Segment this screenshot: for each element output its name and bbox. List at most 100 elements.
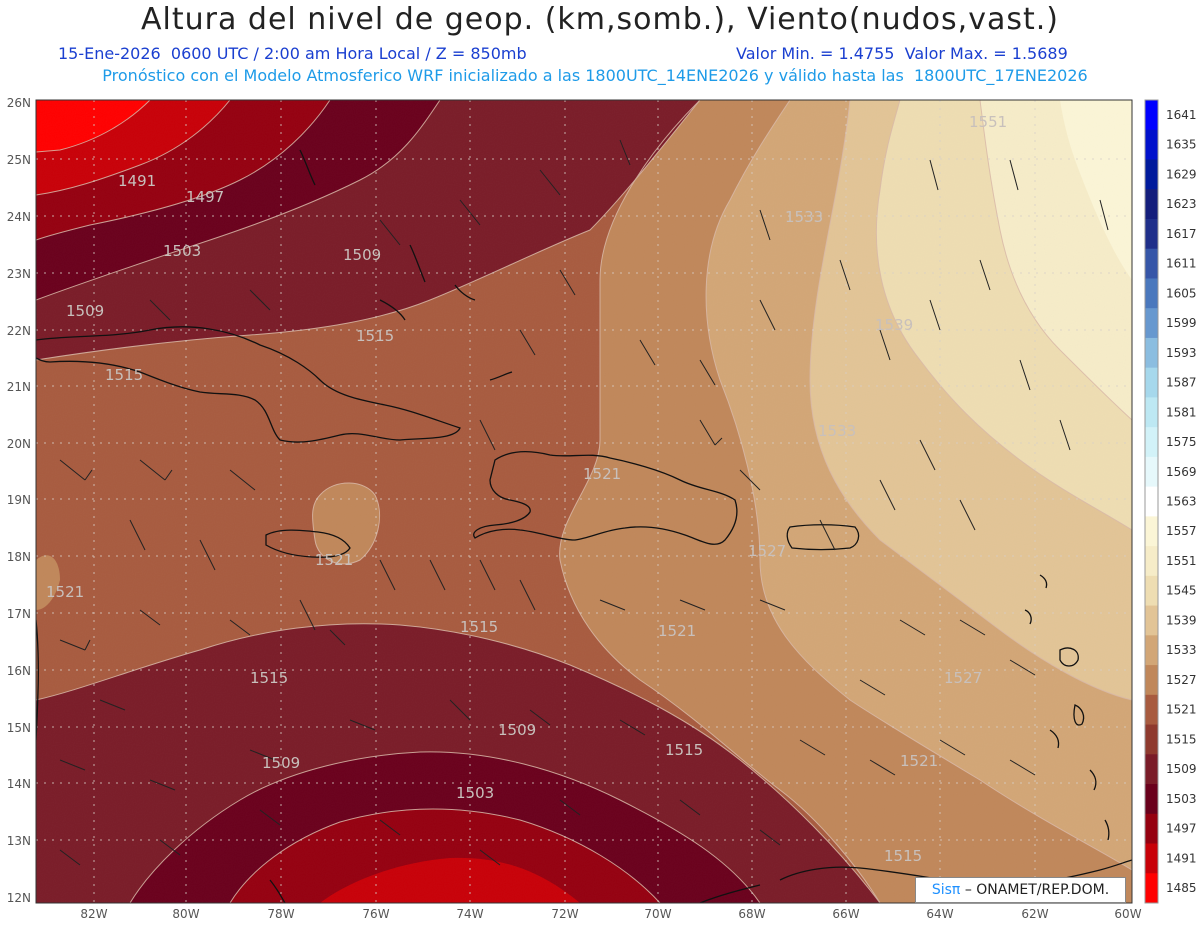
lat-label: 15N bbox=[7, 721, 31, 735]
height-field bbox=[36, 100, 1132, 903]
colorbar-swatch bbox=[1145, 873, 1158, 904]
coastlines bbox=[36, 149, 1132, 903]
colorbar-swatch bbox=[1145, 724, 1158, 755]
contour-label: 1515 bbox=[105, 366, 143, 384]
lat-label: 19N bbox=[7, 493, 31, 507]
colorbar-label: 1575 bbox=[1166, 435, 1197, 449]
latitude-axis: 26N 25N 24N 23N 22N 21N 20N 19N 18N 17N … bbox=[7, 96, 31, 905]
lat-label: 20N bbox=[7, 437, 31, 451]
lon-label: 78W bbox=[267, 907, 294, 921]
contour-label: 1521 bbox=[46, 583, 84, 601]
lat-label: 21N bbox=[7, 380, 31, 394]
colorbar-label: 1485 bbox=[1166, 881, 1197, 895]
colorbar-swatch bbox=[1145, 278, 1158, 309]
colorbar-frame bbox=[1144, 99, 1159, 904]
lat-label: 25N bbox=[7, 153, 31, 167]
colorbar-label: 1569 bbox=[1166, 465, 1197, 479]
lon-label: 80W bbox=[172, 907, 199, 921]
colorbar-label: 1527 bbox=[1166, 673, 1197, 687]
colorbar-label: 1641 bbox=[1166, 108, 1197, 122]
colorbar-label: 1617 bbox=[1166, 227, 1197, 241]
contour-label: 1509 bbox=[66, 302, 104, 320]
lat-label: 23N bbox=[7, 267, 31, 281]
colorbar-label: 1593 bbox=[1166, 346, 1197, 360]
lat-label: 12N bbox=[7, 891, 31, 905]
lat-label: 22N bbox=[7, 324, 31, 338]
contour-label: 1515 bbox=[884, 847, 922, 865]
colorbar-swatch bbox=[1145, 189, 1158, 220]
colorbar-swatch bbox=[1145, 367, 1158, 398]
colorbar-swatch bbox=[1145, 456, 1158, 488]
contour-label: 1521 bbox=[658, 622, 696, 640]
lat-lon-grid bbox=[36, 100, 1132, 903]
lat-label: 26N bbox=[7, 96, 31, 110]
contour-label: 1527 bbox=[944, 669, 982, 687]
colorbar-label: 1587 bbox=[1166, 376, 1197, 390]
lon-label: 82W bbox=[80, 907, 107, 921]
valid-time-line: 15-Ene-2026 0600 UTC / 2:00 am Hora Loca… bbox=[58, 44, 527, 63]
colorbar-swatch bbox=[1145, 575, 1158, 607]
colorbar-label: 1629 bbox=[1166, 167, 1197, 181]
lon-label: 66W bbox=[832, 907, 859, 921]
contour-label: 1491 bbox=[118, 172, 156, 190]
contour-label: 1521 bbox=[583, 465, 621, 483]
jamaica-coast bbox=[265, 529, 351, 558]
colorbar-label: 1623 bbox=[1166, 197, 1197, 211]
contour-label: 1521 bbox=[315, 551, 353, 569]
lat-label: 14N bbox=[7, 777, 31, 791]
colorbar-label: 1533 bbox=[1166, 643, 1197, 657]
colorbar-label: 1509 bbox=[1166, 762, 1197, 776]
contour-label: 1533 bbox=[818, 422, 856, 440]
colorbar-swatch bbox=[1145, 218, 1158, 250]
colorbar-swatch bbox=[1145, 843, 1158, 874]
contour-label: 1509 bbox=[498, 721, 536, 739]
colorbar-label: 1545 bbox=[1166, 584, 1197, 598]
colorbar-swatch bbox=[1145, 308, 1158, 339]
lon-label: 64W bbox=[926, 907, 953, 921]
map-frame bbox=[35, 99, 1133, 904]
colorbar-swatch bbox=[1145, 337, 1158, 369]
colorbar: 1641 1635 1629 1623 1617 1611 1605 1599 1593 1587… bbox=[1144, 99, 1197, 904]
colorbar-label: 1581 bbox=[1166, 405, 1197, 419]
contour-label: 1503 bbox=[456, 784, 494, 802]
contour-label: 1509 bbox=[262, 754, 300, 772]
colorbar-swatch bbox=[1145, 397, 1158, 428]
lat-label: 13N bbox=[7, 834, 31, 848]
colorbar-swatch bbox=[1145, 516, 1158, 547]
colorbar-label: 1551 bbox=[1166, 554, 1197, 568]
colorbar-swatch bbox=[1145, 754, 1158, 785]
colorbar-swatch bbox=[1145, 248, 1158, 279]
colorbar-label: 1635 bbox=[1166, 138, 1197, 152]
colorbar-label: 1557 bbox=[1166, 524, 1197, 538]
colorbar-label: 1539 bbox=[1166, 613, 1197, 627]
cuba-coast bbox=[36, 326, 461, 443]
colorbar-label: 1599 bbox=[1166, 316, 1197, 330]
lat-label: 24N bbox=[7, 210, 31, 224]
colorbar-swatch bbox=[1145, 605, 1158, 636]
lon-label: 72W bbox=[551, 907, 578, 921]
lon-label: 68W bbox=[738, 907, 765, 921]
contour-label: 1539 bbox=[875, 316, 913, 334]
map-title: Altura del nivel de geop. (km,somb.), Vi… bbox=[141, 2, 1059, 37]
lat-label: 17N bbox=[7, 607, 31, 621]
colorbar-label: 1491 bbox=[1166, 851, 1197, 865]
colorbar-label: 1611 bbox=[1166, 257, 1197, 271]
contour-label-group: 1491 1497 1503 1509 1509 1515 1515 1521 … bbox=[46, 113, 1007, 865]
lon-label: 76W bbox=[362, 907, 389, 921]
contour-label: 1497 bbox=[186, 188, 224, 206]
min-max-values: Valor Min. = 1.4755 Valor Max. = 1.5689 bbox=[736, 44, 1068, 63]
contour-label: 1503 bbox=[163, 242, 201, 260]
credit-text: – ONAMET/REP.DOM. bbox=[964, 882, 1110, 898]
contour-label: 1521 bbox=[900, 752, 938, 770]
colorbar-swatch bbox=[1145, 665, 1158, 696]
colorbar-swatch bbox=[1145, 694, 1158, 726]
lon-label: 62W bbox=[1021, 907, 1048, 921]
lat-label: 16N bbox=[7, 664, 31, 678]
lat-label: 18N bbox=[7, 550, 31, 564]
colorbar-swatch bbox=[1145, 129, 1158, 160]
colorbar-label: 1503 bbox=[1166, 792, 1197, 806]
credit-box: Sisπ – ONAMET/REP.DOM. bbox=[915, 877, 1126, 903]
lon-label: 70W bbox=[644, 907, 671, 921]
contour-label: 1515 bbox=[665, 741, 703, 759]
contour-label: 1533 bbox=[785, 208, 823, 226]
